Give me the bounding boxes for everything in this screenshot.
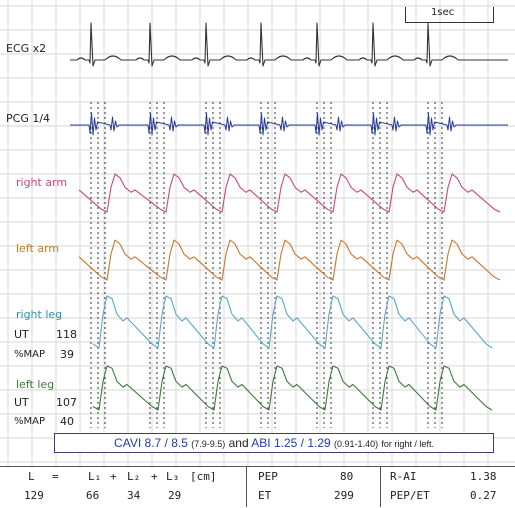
pepet-label: PEP/ET [390,489,430,502]
rai-label: R-AI [390,470,417,483]
left-leg-map-label: %MAP [14,416,46,427]
L1-value: 66 [86,489,100,502]
et-label: ET [258,489,272,502]
L2-value: 34 [127,489,141,502]
plus-sign-1: + [110,470,117,483]
table-divider-2 [380,466,381,507]
table-divider-1 [246,466,247,507]
cavi-label: CAVI [114,436,142,450]
abi-label: ABI [251,436,271,450]
rai-value: 1.38 [470,470,497,483]
time-scale-label: 1sec [431,7,455,18]
and-text: and [228,436,249,450]
left-leg-label: left leg [16,378,55,391]
left-leg-ut-label: UT [14,396,29,409]
right-arm-label: right arm [16,176,68,189]
plus-sign-2: + [151,470,158,483]
eq-sign: = [52,470,59,483]
abi-range: (0.91-1.40) [334,439,379,449]
pep-label: PEP [258,470,278,483]
result-summary: CAVI 8.7 / 8.5 (7.9-9.5) and ABI 1.25 / … [54,433,494,453]
cavi-values: 8.7 / 8.5 [144,436,188,450]
L3-value: 29 [168,489,182,502]
left-leg-map-value: 40 [60,415,74,428]
ecg-label: ECG x2 [6,42,47,55]
pcg-label: PCG 1/4 [6,112,51,125]
time-scale-bar [405,7,494,23]
left-arm-trace [78,239,501,281]
left-leg-ut-value: 107 [56,396,77,409]
L2-header: L₂ [127,470,141,483]
right-leg-label: right leg [16,308,63,321]
cavi-range: (7.9-9.5) [191,439,226,449]
ecg-trace [70,22,508,67]
right-leg-ut-label: UT [14,328,29,341]
abi-values: 1.25 / 1.29 [273,436,331,450]
beat-markers [90,102,443,428]
pep-value: 80 [340,470,354,483]
L1-header: L₁ [88,470,102,483]
right-arm-trace [78,173,501,213]
L-value: 129 [24,489,44,502]
chart-grid [0,0,515,466]
measurement-table: L = L₁ + L₂ + L₃ [cm] 129 66 34 29 PEP 8… [0,466,515,508]
result-suffix: for right / left. [381,439,434,449]
left-arm-label: left arm [16,242,60,255]
L3-header: L₃ [166,470,180,483]
L-header: L [28,470,35,483]
unit-label: [cm] [190,470,217,483]
right-leg-map-label: %MAP [14,349,46,360]
et-value: 299 [334,489,354,502]
pcg-trace [70,112,508,136]
left-leg-trace [92,365,493,411]
right-leg-trace [92,295,493,349]
right-leg-map-value: 39 [60,348,74,361]
pepet-value: 0.27 [470,489,497,502]
waveform-traces [70,22,508,411]
right-leg-ut-value: 118 [56,328,77,341]
